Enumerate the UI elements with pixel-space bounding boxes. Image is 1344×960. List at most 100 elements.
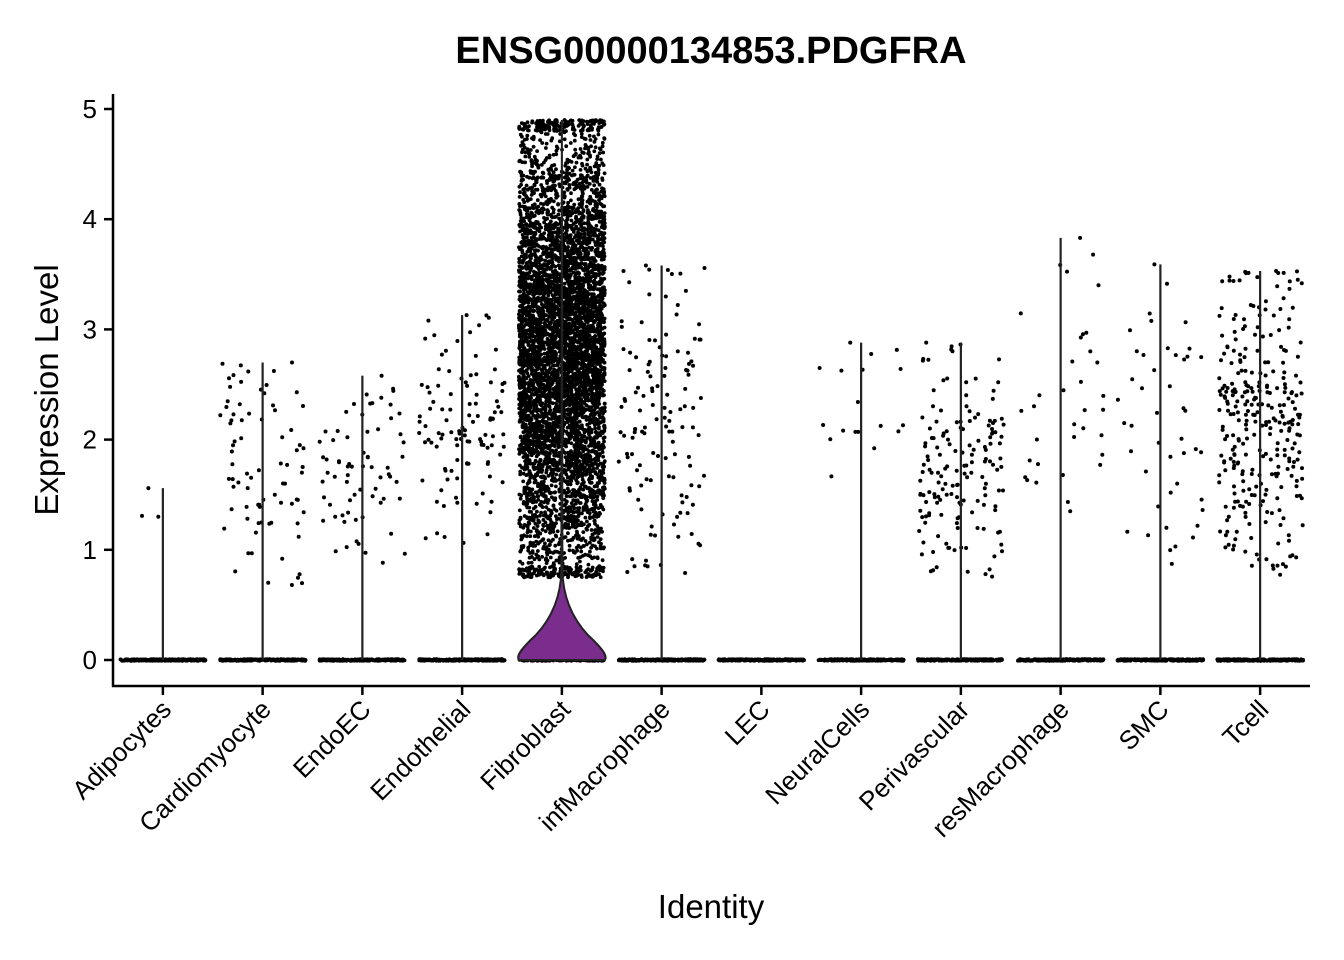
data-point <box>521 455 526 459</box>
data-point <box>464 313 469 318</box>
data-point <box>462 433 467 438</box>
data-point <box>545 216 549 221</box>
data-point <box>328 502 332 507</box>
data-point <box>353 657 358 662</box>
data-point <box>279 500 283 505</box>
data-point <box>320 479 325 484</box>
data-point <box>468 330 473 335</box>
data-point <box>543 529 548 534</box>
data-point <box>544 146 548 150</box>
data-point <box>488 510 493 515</box>
data-point <box>145 658 150 663</box>
data-point <box>398 432 403 437</box>
data-point <box>465 383 470 388</box>
data-point <box>129 658 134 662</box>
data-point <box>490 434 495 439</box>
data-point <box>267 657 272 662</box>
data-point <box>467 413 472 418</box>
data-point <box>475 414 480 418</box>
data-point <box>473 657 477 662</box>
data-point <box>118 657 123 662</box>
data-point <box>295 521 300 526</box>
data-point <box>492 367 497 372</box>
data-point <box>500 389 505 393</box>
data-point <box>556 542 561 547</box>
data-point <box>539 352 544 357</box>
data-point <box>231 484 236 489</box>
data-point <box>245 471 249 476</box>
data-point <box>380 560 385 565</box>
data-point <box>365 429 370 434</box>
data-point <box>280 435 285 440</box>
data-point <box>245 486 250 491</box>
data-point <box>584 204 589 209</box>
data-point <box>443 348 448 353</box>
data-point <box>439 488 444 493</box>
data-point <box>529 210 534 215</box>
data-point <box>333 549 338 554</box>
data-point <box>387 658 391 662</box>
data-point <box>578 564 583 569</box>
data-point <box>577 181 582 186</box>
data-point <box>264 657 268 662</box>
data-point <box>277 658 281 662</box>
data-point <box>564 129 568 134</box>
data-point <box>585 185 590 189</box>
data-point <box>455 500 460 505</box>
data-point <box>381 657 385 662</box>
data-point <box>428 406 433 411</box>
data-point <box>227 376 231 381</box>
data-point <box>530 119 535 124</box>
data-point <box>271 403 275 408</box>
data-point <box>565 215 570 220</box>
data-point <box>122 658 127 662</box>
data-point <box>480 658 484 662</box>
data-point <box>494 399 499 404</box>
data-point <box>294 658 299 663</box>
data-point <box>285 462 290 467</box>
data-point <box>566 236 571 241</box>
data-point <box>336 657 341 662</box>
data-point <box>586 562 591 567</box>
data-point <box>239 436 244 441</box>
data-point <box>341 658 345 663</box>
data-point <box>592 278 597 283</box>
jitter-points <box>118 118 1305 663</box>
data-point <box>154 658 158 662</box>
data-point <box>524 194 529 199</box>
data-point <box>149 658 153 663</box>
data-point <box>570 537 575 542</box>
data-point <box>300 658 305 663</box>
data-point <box>417 414 422 419</box>
data-point <box>436 658 441 663</box>
data-point <box>585 519 589 524</box>
data-point <box>543 557 548 562</box>
data-point <box>518 398 523 403</box>
data-point <box>448 407 453 412</box>
data-point <box>600 529 604 534</box>
data-point <box>294 448 299 453</box>
data-point <box>423 336 428 341</box>
data-point <box>522 398 527 403</box>
data-point <box>521 471 526 476</box>
data-point <box>554 144 559 149</box>
data-point <box>289 583 294 587</box>
data-point <box>474 392 479 397</box>
data-point <box>303 658 308 662</box>
data-point <box>324 457 329 462</box>
data-point <box>499 410 504 415</box>
data-point <box>329 658 334 662</box>
data-point <box>294 390 299 395</box>
data-point <box>289 501 294 506</box>
data-point <box>370 401 375 406</box>
data-point <box>381 496 386 501</box>
data-point <box>256 502 261 507</box>
data-point <box>325 470 330 475</box>
data-point <box>342 519 347 524</box>
data-point <box>592 134 596 139</box>
data-point <box>436 367 441 372</box>
data-point <box>468 373 473 378</box>
data-point <box>228 384 233 389</box>
data-point <box>273 408 277 413</box>
data-point <box>388 402 393 407</box>
